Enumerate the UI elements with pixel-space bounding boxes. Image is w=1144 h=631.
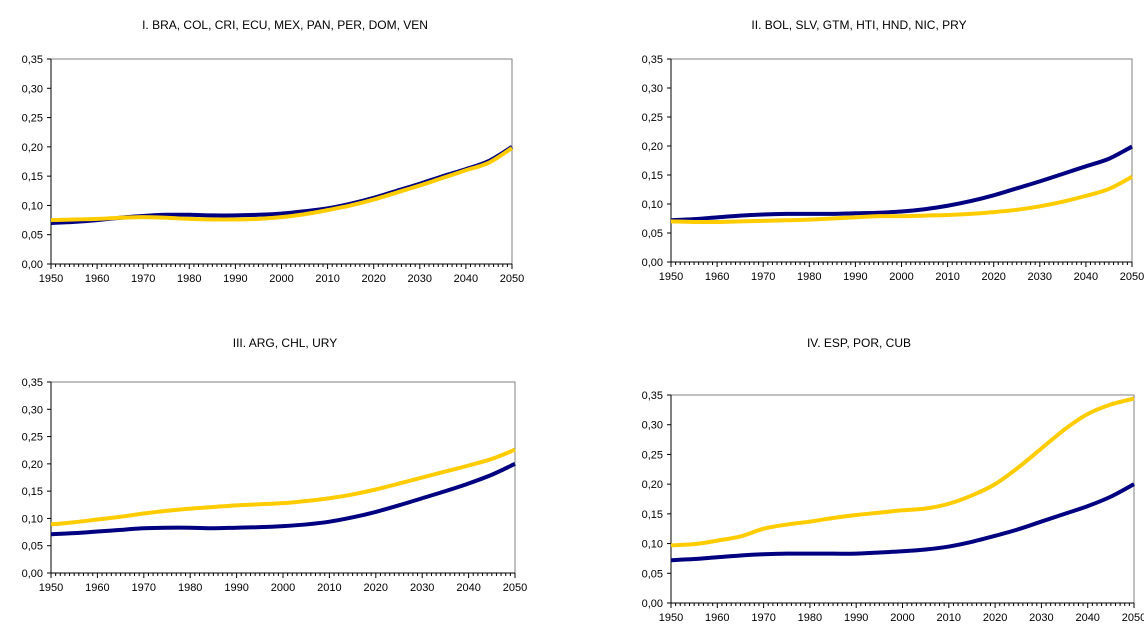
y-tick-label: 0,05 bbox=[22, 541, 43, 553]
x-tick-label: 2020 bbox=[983, 612, 1007, 624]
x-tick-label: 2000 bbox=[269, 273, 293, 285]
x-tick-label: 2020 bbox=[361, 273, 385, 285]
y-tick-label: 0,15 bbox=[642, 509, 663, 521]
x-tick-label: 2050 bbox=[1122, 612, 1144, 624]
x-tick-label: 2030 bbox=[1028, 271, 1052, 283]
y-tick-label: 0,15 bbox=[642, 170, 663, 182]
x-tick-label: 2030 bbox=[408, 273, 432, 285]
x-tick-label: 2010 bbox=[317, 582, 341, 594]
x-tick-label: 1960 bbox=[85, 273, 109, 285]
x-tick-label: 1990 bbox=[223, 273, 247, 285]
x-tick-label: 1960 bbox=[85, 582, 109, 594]
y-tick-label: 0,05 bbox=[642, 228, 663, 240]
y-tick-label: 0,20 bbox=[642, 479, 663, 491]
y-tick-label: 0,05 bbox=[22, 230, 43, 242]
x-tick-label: 2010 bbox=[315, 273, 339, 285]
x-tick-label: 2010 bbox=[937, 612, 961, 624]
plot-area bbox=[50, 58, 513, 265]
x-tick-label: 1950 bbox=[659, 612, 683, 624]
chart-title: IV. ESP, POR, CUB bbox=[806, 336, 912, 350]
y-tick-label: 0,10 bbox=[22, 513, 43, 525]
plot-area bbox=[50, 381, 516, 574]
y-tick-label: 0,10 bbox=[22, 200, 43, 212]
x-tick-label: 2020 bbox=[981, 271, 1005, 283]
series-line-2 bbox=[670, 174, 1133, 225]
y-tick-label: 0,10 bbox=[642, 539, 663, 551]
series-line-2 bbox=[670, 396, 1135, 548]
x-tick-label: 1950 bbox=[39, 273, 63, 285]
series-line-1 bbox=[670, 144, 1133, 223]
chart-svg: 0,00 0,05 0,10 0,15 0,20 0,25 0,30 0,35 1950 1960… bbox=[642, 390, 1144, 624]
y-tick-label: 0,35 bbox=[642, 54, 663, 66]
y-tick-label: 0,25 bbox=[642, 112, 663, 124]
chart-title: III. ARG, CHL, URY bbox=[232, 336, 338, 350]
y-tick-label: 0,30 bbox=[22, 83, 43, 95]
chart-panel-2: II. BOL, SLV, GTM, HTI, HND, NIC, PRY 0,… bbox=[574, 0, 1144, 310]
series-line-1 bbox=[50, 462, 516, 537]
x-tick-label: 2040 bbox=[456, 582, 480, 594]
x-tick-label: 1990 bbox=[224, 582, 248, 594]
y-tick-label: 0,35 bbox=[22, 54, 43, 66]
y-tick-label: 0,25 bbox=[22, 432, 43, 444]
y-tick-label: 0,20 bbox=[22, 142, 43, 154]
x-tick-label: 2000 bbox=[271, 582, 295, 594]
chart-title: II. BOL, SLV, GTM, HTI, HND, NIC, PRY bbox=[751, 18, 967, 32]
x-tick-label: 1970 bbox=[751, 271, 775, 283]
y-tick-label: 0,30 bbox=[642, 420, 663, 432]
x-tick-label: 2030 bbox=[410, 582, 434, 594]
x-tick-label: 1970 bbox=[751, 612, 775, 624]
chart-panel-1: I. BRA, COL, CRI, ECU, MEX, PAN, PER, DO… bbox=[0, 0, 570, 310]
y-tick-label: 0,10 bbox=[642, 199, 663, 211]
x-tick-label: 1980 bbox=[798, 612, 822, 624]
x-tick-label: 1950 bbox=[659, 271, 683, 283]
chart-svg: 0,00 0,05 0,10 0,15 0,20 0,25 0,30 0,35 1950 1960… bbox=[642, 54, 1144, 283]
y-tick-label: 0,20 bbox=[22, 459, 43, 471]
y-tick-label: 0,00 bbox=[22, 568, 43, 580]
y-tick-label: 0,35 bbox=[642, 390, 663, 402]
x-tick-label: 1970 bbox=[131, 273, 155, 285]
x-tick-label: 2050 bbox=[1120, 271, 1144, 283]
x-tick-label: 1980 bbox=[797, 271, 821, 283]
y-tick-label: 0,05 bbox=[642, 568, 663, 580]
plot-area bbox=[670, 58, 1133, 263]
x-tick-label: 2030 bbox=[1029, 612, 1053, 624]
y-tick-label: 0,00 bbox=[642, 257, 663, 269]
plot-area bbox=[670, 394, 1135, 604]
x-tick-label: 2010 bbox=[935, 271, 959, 283]
chart-title: I. BRA, COL, CRI, ECU, MEX, PAN, PER, DO… bbox=[142, 18, 428, 32]
y-tick-label: 0,35 bbox=[22, 377, 43, 389]
y-tick-label: 0,15 bbox=[22, 171, 43, 183]
chart-panel-4: IV. ESP, POR, CUB 0,00 0,05 0,10 0,15 0,20 0,… bbox=[574, 320, 1144, 631]
series-line-1 bbox=[670, 482, 1135, 563]
x-tick-label: 1980 bbox=[178, 582, 202, 594]
y-tick-label: 0,30 bbox=[22, 404, 43, 416]
x-tick-label: 2000 bbox=[889, 271, 913, 283]
series-line-2 bbox=[50, 447, 516, 527]
chart-panel-3: III. ARG, CHL, URY 0,00 0,05 0,10 0,15 0,20 0… bbox=[0, 320, 570, 631]
y-tick-label: 0,20 bbox=[642, 141, 663, 153]
y-tick-label: 0,25 bbox=[22, 113, 43, 125]
x-tick-label: 1970 bbox=[132, 582, 156, 594]
x-tick-label: 1990 bbox=[843, 271, 867, 283]
y-tick-label: 0,00 bbox=[642, 598, 663, 610]
chart-svg: 0,00 0,05 0,10 0,15 0,20 0,25 0,30 0,35 1950 1960… bbox=[22, 54, 525, 285]
x-tick-label: 1990 bbox=[844, 612, 868, 624]
y-tick-label: 0,30 bbox=[642, 83, 663, 95]
x-tick-label: 2000 bbox=[890, 612, 914, 624]
x-tick-label: 1980 bbox=[177, 273, 201, 285]
x-tick-label: 2020 bbox=[364, 582, 388, 594]
y-tick-label: 0,15 bbox=[22, 486, 43, 498]
x-tick-label: 2040 bbox=[1075, 612, 1099, 624]
y-tick-label: 0,25 bbox=[642, 449, 663, 461]
series-line-2 bbox=[50, 146, 514, 223]
x-tick-label: 1960 bbox=[705, 612, 729, 624]
x-tick-label: 1950 bbox=[39, 582, 63, 594]
x-tick-label: 2040 bbox=[1074, 271, 1098, 283]
x-tick-label: 2050 bbox=[503, 582, 527, 594]
x-tick-label: 2050 bbox=[500, 273, 524, 285]
chart-svg: 0,00 0,05 0,10 0,15 0,20 0,25 0,30 0,35 1950 1960… bbox=[22, 377, 528, 594]
y-tick-label: 0,00 bbox=[22, 259, 43, 271]
x-tick-label: 1960 bbox=[705, 271, 729, 283]
x-tick-label: 2040 bbox=[454, 273, 478, 285]
